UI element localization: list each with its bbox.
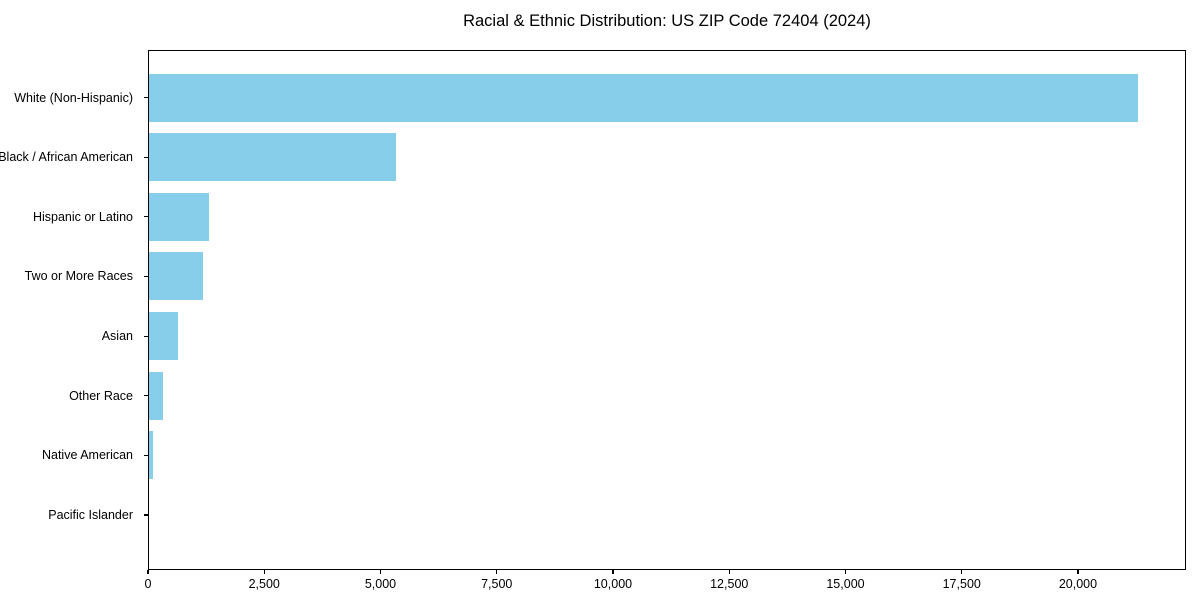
- y-tick-label-native-american: Native American: [41, 448, 133, 463]
- y-tick-label-asian: Asian: [101, 329, 133, 344]
- x-tick-label-15-000: 15,000: [826, 577, 865, 591]
- x-tick-mark: [728, 570, 730, 574]
- x-tick-label-0: 0: [144, 577, 152, 591]
- x-tick-label-7-500: 7,500: [481, 577, 513, 591]
- y-tick-mark: [144, 395, 148, 397]
- y-tick-mark: [144, 514, 148, 516]
- x-tick-label-5-000: 5,000: [364, 577, 397, 591]
- y-tick-label-black-african-american: Black / African American: [0, 150, 133, 165]
- bar-white-non-hispanic: [149, 73, 1138, 122]
- x-tick-mark: [1077, 570, 1079, 574]
- y-tick-label-hispanic-or-latino: Hispanic or Latino: [32, 209, 133, 224]
- y-axis-labels: White (Non-Hispanic) Black / African Amer…: [0, 50, 141, 570]
- x-tick-mark: [961, 570, 963, 574]
- y-tick-mark: [144, 216, 148, 218]
- bar-two-or-more-races: [149, 252, 203, 301]
- bar-black-african-american: [149, 133, 397, 182]
- x-tick-mark: [147, 570, 149, 574]
- x-tick-mark: [844, 570, 847, 574]
- x-tick-mark: [496, 570, 498, 574]
- x-tick-label-20-000: 20,000: [1058, 577, 1098, 591]
- chart-title: Racial & Ethnic Distribution: US ZIP Cod…: [463, 12, 871, 30]
- x-tick-label-12-500: 12,500: [710, 577, 749, 591]
- x-tick-mark: [263, 570, 265, 574]
- bar-hispanic-or-latino: [149, 192, 209, 241]
- y-tick-label-other-race: Other Race: [69, 388, 133, 403]
- x-tick-label-10-000: 10,000: [593, 577, 633, 591]
- y-tick-label-two-or-more-races: Two or More Races: [24, 269, 133, 284]
- bar-other-race: [149, 371, 163, 420]
- x-tick-label-2-500: 2,500: [248, 577, 280, 591]
- y-tick-mark: [144, 275, 148, 278]
- y-tick-mark: [144, 335, 148, 337]
- y-tick-mark: [144, 97, 148, 99]
- bar-native-american: [149, 431, 153, 480]
- plot-area: [148, 50, 1186, 570]
- bar-asian: [149, 312, 178, 361]
- x-tick-mark: [379, 570, 382, 574]
- x-tick-mark: [612, 570, 614, 574]
- y-tick-mark: [144, 156, 148, 158]
- x-tick-label-17-500: 17,500: [942, 577, 981, 591]
- y-tick-mark: [144, 454, 148, 457]
- y-tick-label-pacific-islander: Pacific Islander: [48, 507, 133, 522]
- y-tick-label-white-non-hispanic: White (Non-Hispanic): [14, 90, 133, 105]
